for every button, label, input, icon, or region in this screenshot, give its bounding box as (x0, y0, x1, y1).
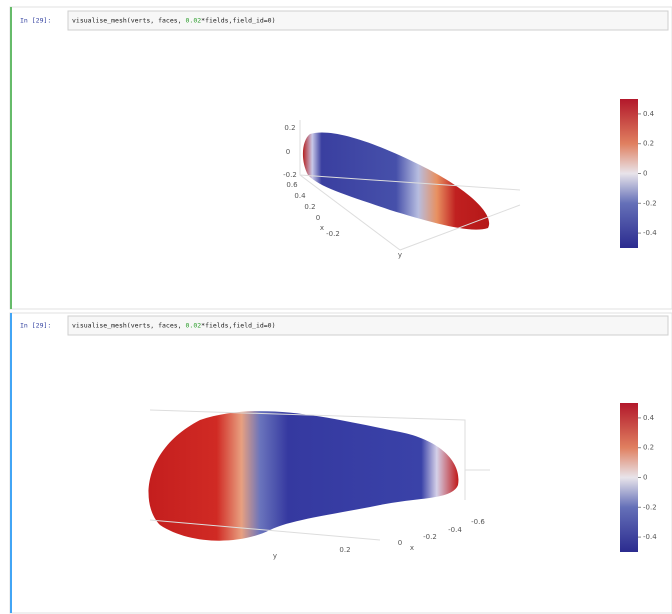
colorbar-tick-label: 0.2 (643, 140, 654, 148)
prompt: In [29]: (20, 17, 51, 25)
code-suffix: *fields,field_id=0) (201, 322, 275, 330)
axis-label: 0.2 (339, 546, 350, 554)
colorbar-tick-label: -0.2 (643, 199, 657, 207)
prompt: In [29]: (20, 322, 51, 330)
code-number: 0.02 (186, 322, 202, 330)
colorbar-tick-label: 0 (643, 474, 647, 482)
axis-label: 0 (398, 539, 402, 547)
axis-label: y (273, 552, 277, 560)
cell-indicator (10, 7, 12, 309)
axis-label: 0.2 (284, 124, 295, 132)
axis-label: 0 (316, 214, 320, 222)
code: visualise_mesh(verts, faces, 0.02*fields… (72, 17, 276, 25)
colorbar-tick-label: -0.4 (643, 533, 657, 541)
code-number: 0.02 (186, 17, 202, 25)
axis-label: y (398, 251, 402, 259)
colorbar (620, 403, 638, 552)
axis-label: x (320, 224, 324, 232)
colorbar-tick-label: 0.4 (643, 110, 655, 118)
colorbar (620, 99, 638, 248)
notebook: In [29]: visualise_mesh(verts, faces, 0.0… (0, 0, 672, 614)
code-prefix: visualise_mesh(verts, faces, (72, 322, 186, 330)
notebook-canvas: In [29]: visualise_mesh(verts, faces, 0.0… (0, 0, 672, 614)
colorbar-tick-label: 0.4 (643, 414, 655, 422)
axis-label: 0.2 (304, 203, 315, 211)
axis-label: -0.6 (471, 518, 485, 526)
axis-label: -0.4 (448, 526, 462, 534)
axis-label: 0 (286, 148, 290, 156)
code: visualise_mesh(verts, faces, 0.02*fields… (72, 322, 276, 330)
cell-indicator (10, 313, 12, 613)
code-suffix: *fields,field_id=0) (201, 17, 275, 25)
axis-label: 0.4 (294, 192, 306, 200)
axis-label: -0.2 (423, 533, 437, 541)
axis-label: -0.2 (283, 171, 297, 179)
axis-label: 0.6 (286, 181, 298, 189)
code-prefix: visualise_mesh(verts, faces, (72, 17, 186, 25)
colorbar-tick-label: -0.4 (643, 229, 657, 237)
colorbar-tick-label: -0.2 (643, 503, 657, 511)
colorbar-tick-label: 0.2 (643, 444, 654, 452)
axis-label: -0.2 (326, 230, 340, 238)
colorbar-tick-label: 0 (643, 170, 647, 178)
axis-label: x (410, 544, 414, 552)
